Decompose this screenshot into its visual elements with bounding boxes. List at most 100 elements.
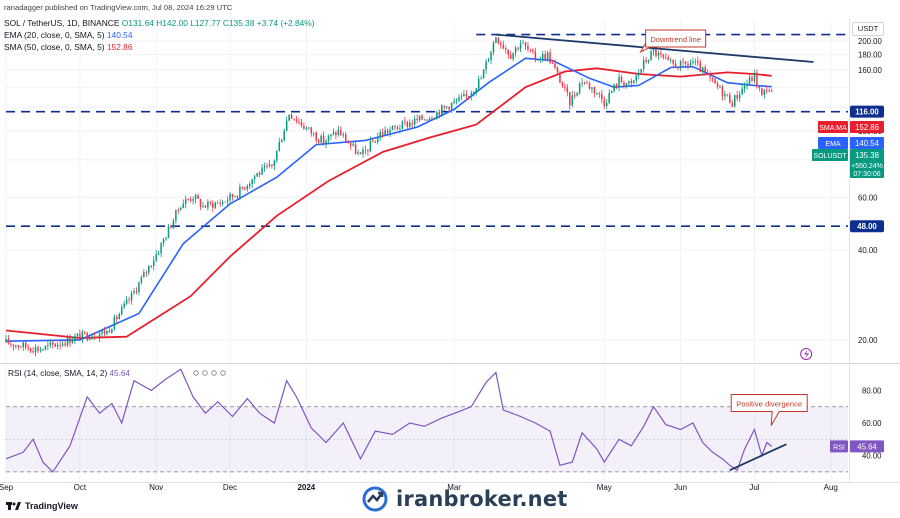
candle-body bbox=[79, 333, 81, 340]
candle-body bbox=[682, 61, 684, 63]
candle-body bbox=[399, 128, 401, 130]
candle-body bbox=[160, 243, 162, 254]
candle-body bbox=[514, 47, 517, 53]
candle-body bbox=[189, 199, 192, 201]
candle-body bbox=[376, 136, 379, 143]
price-tag-name-box bbox=[818, 137, 848, 149]
ema-legend[interactable]: EMA (20, close, 0, SMA, 5) 140.54 bbox=[4, 30, 133, 40]
price-tag-value-box bbox=[850, 121, 884, 133]
candle-body bbox=[704, 67, 706, 73]
tradingview-brand[interactable]: TradingView bbox=[6, 501, 78, 511]
candle-body bbox=[212, 203, 214, 208]
candle-body bbox=[157, 253, 160, 255]
candle-body bbox=[468, 96, 470, 97]
candle-body bbox=[209, 201, 212, 204]
candle-body bbox=[256, 172, 258, 177]
candle-body bbox=[396, 127, 399, 130]
candle-body bbox=[416, 118, 418, 121]
candle-body bbox=[384, 130, 386, 135]
candle-body bbox=[120, 307, 123, 315]
candle-body bbox=[470, 93, 473, 97]
candle-body bbox=[758, 85, 761, 89]
candle-body bbox=[207, 201, 209, 208]
candle-body bbox=[32, 351, 34, 353]
candle-body bbox=[477, 79, 480, 89]
candle-body bbox=[507, 49, 510, 55]
candle-body bbox=[699, 62, 702, 72]
candle-body bbox=[322, 135, 325, 144]
candle-body bbox=[487, 60, 490, 62]
candle-body bbox=[534, 51, 537, 61]
candle-body bbox=[123, 303, 125, 308]
price-tag-value-box bbox=[850, 149, 884, 161]
candle-body bbox=[539, 59, 542, 60]
candle-body bbox=[731, 103, 734, 107]
candle-body bbox=[49, 342, 52, 345]
candle-body bbox=[482, 69, 485, 79]
candle-body bbox=[288, 114, 290, 121]
candle-body bbox=[738, 94, 741, 99]
candle-body bbox=[421, 115, 423, 120]
candle-body bbox=[598, 92, 601, 94]
candle-body bbox=[706, 72, 709, 75]
candle-body bbox=[509, 54, 512, 59]
candle-body bbox=[475, 88, 478, 92]
candle-body bbox=[406, 122, 409, 127]
candle-body bbox=[37, 347, 39, 351]
candle-body bbox=[219, 202, 221, 204]
candle-body bbox=[367, 149, 369, 152]
candle-body bbox=[111, 329, 113, 333]
candle-body bbox=[214, 202, 217, 208]
candle-body bbox=[423, 119, 426, 121]
candle-body bbox=[724, 94, 726, 97]
candle-body bbox=[251, 178, 253, 184]
candles-group bbox=[5, 36, 773, 357]
candle-body bbox=[603, 99, 606, 106]
candle-body bbox=[413, 118, 416, 125]
candle-body bbox=[372, 140, 374, 143]
candle-body bbox=[344, 134, 347, 142]
candle-body bbox=[335, 132, 337, 136]
price-tag-countdown: 07:30:06 bbox=[853, 171, 880, 178]
axes-group: RSI (14, close, SMA, 14, 2) 45.64 20.00 40… bbox=[0, 37, 883, 492]
candle-body bbox=[502, 44, 505, 49]
sma-line-group bbox=[5, 67, 772, 339]
candle-body bbox=[512, 52, 514, 59]
candle-body bbox=[278, 142, 281, 151]
candle-body bbox=[116, 316, 118, 320]
candle-body bbox=[170, 226, 172, 228]
candle-body bbox=[300, 121, 303, 126]
time-tick-label: Mar bbox=[447, 483, 461, 492]
rsi-legend-marker bbox=[193, 370, 199, 376]
candle-body bbox=[20, 346, 22, 348]
candle-body bbox=[184, 199, 187, 204]
candle-body bbox=[746, 83, 748, 87]
candle-body bbox=[268, 164, 271, 167]
candle-body bbox=[640, 69, 642, 73]
currency-badge[interactable]: USDT bbox=[852, 22, 884, 36]
price-tag-extra-box bbox=[850, 160, 884, 178]
candle-body bbox=[320, 135, 322, 143]
sma-legend[interactable]: SMA (50, close, 0, SMA, 5) 152.86 bbox=[4, 42, 133, 52]
candle-body bbox=[216, 202, 219, 204]
candle-body bbox=[448, 106, 450, 110]
candle-body bbox=[445, 106, 448, 108]
candle-body bbox=[463, 94, 465, 97]
candle-body bbox=[261, 167, 263, 175]
candle-body bbox=[258, 172, 261, 175]
candle-body bbox=[389, 129, 391, 133]
candle-body bbox=[709, 74, 711, 78]
candle-body bbox=[694, 60, 697, 62]
candle-body bbox=[716, 83, 719, 88]
price-tags-group: 116.00 48.00 SMA:MA 152.86 EMA 140.54 SOLUSDT 1… bbox=[812, 105, 884, 453]
symbol-title[interactable]: SOL / TetherUS, 1D, BINANCE bbox=[4, 18, 120, 28]
candle-body bbox=[22, 342, 24, 348]
candle-body bbox=[593, 87, 596, 94]
candle-body bbox=[273, 160, 276, 166]
candle-body bbox=[581, 82, 583, 84]
rsi-tick-label: 80.00 bbox=[862, 386, 882, 395]
rsi-tick-label: 40.00 bbox=[862, 452, 882, 461]
price-tag-name: SMA:MA bbox=[819, 125, 847, 132]
candle-body bbox=[554, 63, 556, 68]
candle-body bbox=[379, 132, 381, 137]
